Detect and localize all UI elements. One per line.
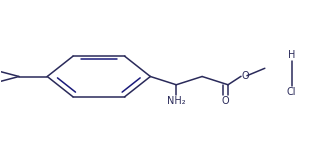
Text: H: H: [288, 50, 295, 60]
Text: O: O: [242, 71, 249, 81]
Text: O: O: [221, 96, 229, 106]
Text: NH₂: NH₂: [167, 96, 186, 106]
Text: Cl: Cl: [287, 87, 297, 97]
